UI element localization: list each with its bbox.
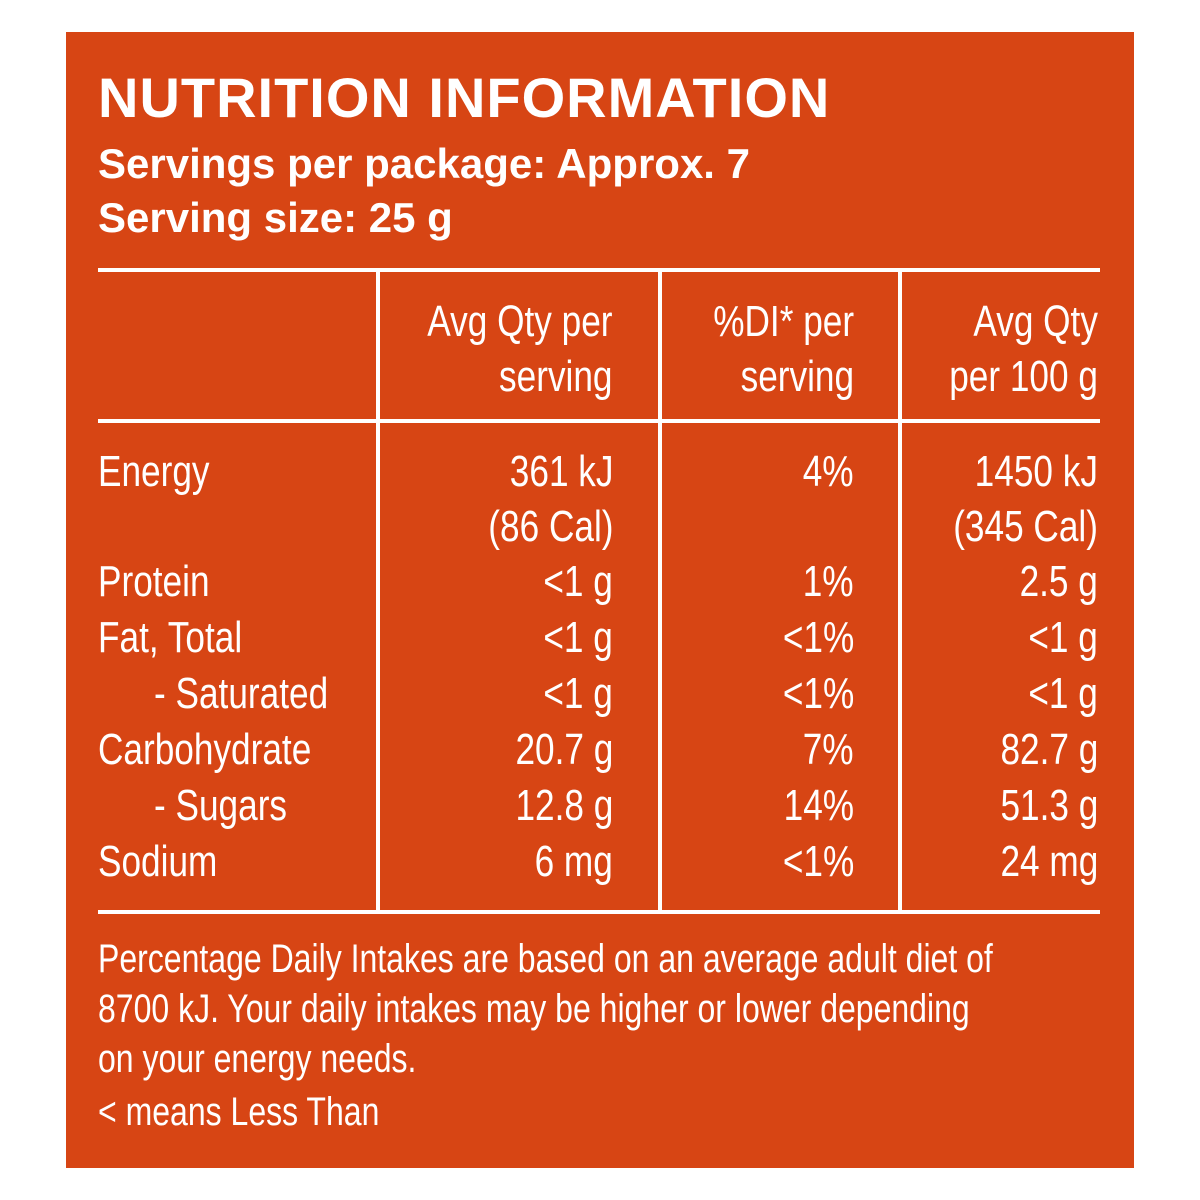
- column-header-di-per-serving: %DI* per serving: [713, 294, 854, 404]
- energy-di: 4%: [803, 447, 854, 496]
- row-label-text: - Sugars: [154, 781, 288, 830]
- row-label-text: - Saturated: [154, 669, 329, 718]
- energy-per-100g: 1450 kJ (345 Cal): [953, 444, 1098, 554]
- column-header-per-100g: Avg Qty per 100 g: [949, 294, 1098, 404]
- energy-cal: (86 Cal): [487, 502, 613, 551]
- carbohydrate-per-100g: 82.7 g: [1000, 725, 1098, 774]
- saturated-per-100g: <1 g: [1028, 669, 1099, 718]
- carbohydrate-di: 7%: [803, 725, 854, 774]
- column-divider-3: [898, 268, 902, 912]
- row-label-saturated: - Saturated: [98, 666, 328, 721]
- row-label-sugars: - Sugars: [98, 778, 287, 833]
- footnote-line: Percentage Daily Intakes are based on an…: [98, 937, 993, 981]
- column-divider-2: [658, 268, 662, 912]
- nutrition-panel: NUTRITION INFORMATION Servings per packa…: [66, 32, 1134, 1168]
- sugars-di: 14%: [783, 781, 854, 830]
- footnote-line: 8700 kJ. Your daily intakes may be highe…: [98, 987, 970, 1031]
- protein-per-serving: <1 g: [543, 557, 614, 606]
- footnote-line: on your energy needs.: [98, 1037, 417, 1081]
- row-label-sodium: Sodium: [98, 837, 218, 886]
- column-header-line: per 100 g: [949, 352, 1098, 401]
- energy-cal: (345 Cal): [953, 502, 1098, 551]
- panel-title: NUTRITION INFORMATION: [98, 66, 831, 129]
- sugars-per-100g: 51.3 g: [1000, 781, 1098, 830]
- column-header-line: Avg Qty per: [427, 297, 613, 346]
- sodium-per-serving: 6 mg: [534, 837, 613, 886]
- energy-kj: 1450 kJ: [974, 447, 1098, 496]
- servings-per-package: Servings per package: Approx. 7: [98, 140, 751, 187]
- less-than-note: < means Less Than: [98, 1090, 380, 1134]
- carbohydrate-per-serving: 20.7 g: [515, 725, 613, 774]
- protein-per-100g: 2.5 g: [1019, 557, 1098, 606]
- saturated-di: <1%: [782, 669, 854, 718]
- column-header-line: serving: [499, 352, 613, 401]
- table-top-rule: [98, 268, 1100, 272]
- protein-di: 1%: [803, 557, 854, 606]
- energy-kj: 361 kJ: [509, 447, 613, 496]
- column-divider-1: [376, 268, 380, 912]
- column-header-line: serving: [740, 352, 854, 401]
- fat-total-di: <1%: [782, 613, 854, 662]
- table-bottom-rule: [98, 910, 1100, 914]
- column-header-line: Avg Qty: [973, 297, 1098, 346]
- header-rule: [98, 419, 1100, 423]
- column-header-per-serving: Avg Qty per serving: [428, 294, 613, 404]
- row-label-protein: Protein: [98, 557, 210, 606]
- sugars-per-serving: 12.8 g: [515, 781, 613, 830]
- row-label-fat-total: Fat, Total: [98, 613, 243, 662]
- serving-size: Serving size: 25 g: [98, 194, 453, 241]
- saturated-per-serving: <1 g: [543, 669, 614, 718]
- fat-total-per-serving: <1 g: [543, 613, 614, 662]
- row-label-carbohydrate: Carbohydrate: [98, 725, 312, 774]
- column-header-line: %DI* per: [713, 297, 854, 346]
- sodium-di: <1%: [782, 837, 854, 886]
- energy-per-serving: 361 kJ (86 Cal): [488, 444, 613, 554]
- row-label-energy: Energy: [98, 447, 210, 496]
- daily-intake-footnote: Percentage Daily Intakes are based on an…: [98, 934, 1066, 1084]
- sodium-per-100g: 24 mg: [1000, 837, 1098, 886]
- fat-total-per-100g: <1 g: [1028, 613, 1099, 662]
